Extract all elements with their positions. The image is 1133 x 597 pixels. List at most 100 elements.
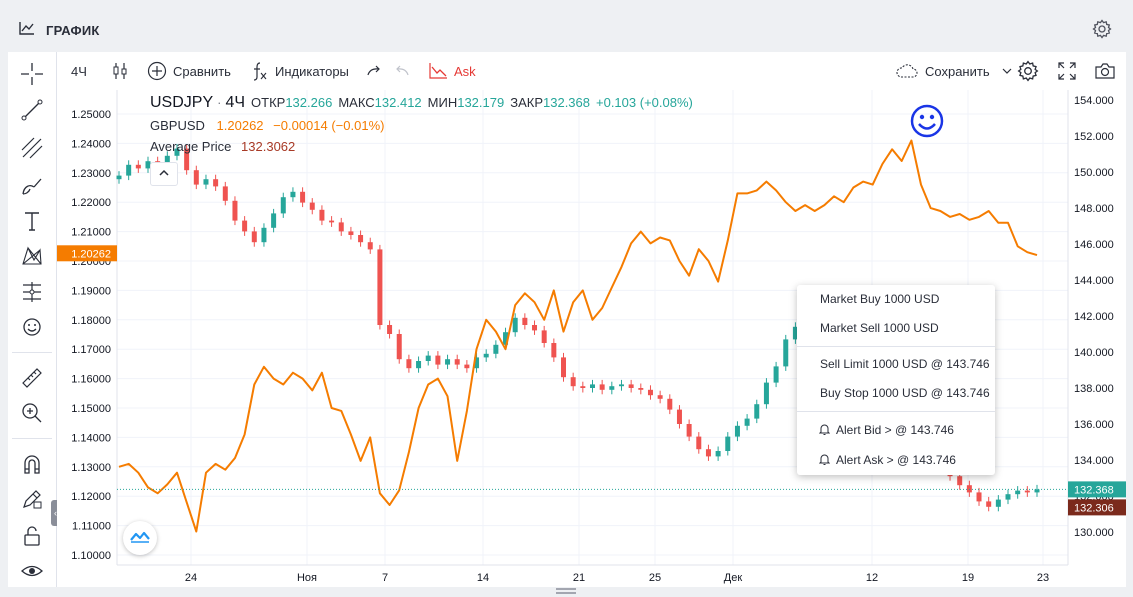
brush-icon[interactable] bbox=[18, 172, 46, 200]
high-value: 132.412 bbox=[374, 95, 422, 110]
candle-body bbox=[995, 499, 1001, 507]
candle-body bbox=[686, 424, 692, 437]
trend-line-icon[interactable] bbox=[18, 96, 46, 124]
time-axis-tick-label: 23 bbox=[1037, 572, 1049, 584]
candle-body bbox=[503, 332, 509, 345]
candle-body bbox=[435, 355, 441, 365]
market-buy-item[interactable]: Market Buy 1000 USD bbox=[820, 292, 940, 306]
compare-series-line[interactable] bbox=[118, 139, 1038, 533]
avg-price-badge bbox=[1068, 499, 1126, 516]
lock-drawings-pencil-icon[interactable] bbox=[18, 485, 46, 513]
compare-button[interactable]: Сравнить bbox=[147, 52, 231, 90]
compare-value: 1.20262 bbox=[216, 118, 264, 133]
candle-body bbox=[483, 353, 489, 358]
redo-icon bbox=[365, 62, 383, 80]
interval-button[interactable]: 4Ч bbox=[71, 52, 87, 90]
toolbar-divider bbox=[12, 438, 52, 439]
crosshair-icon[interactable] bbox=[18, 60, 46, 88]
screenshot-button[interactable] bbox=[1094, 52, 1116, 90]
open-value: 132.266 bbox=[285, 95, 333, 110]
candle-body bbox=[232, 200, 238, 221]
candle-body bbox=[763, 382, 769, 405]
candle-body bbox=[512, 317, 518, 333]
ask-price-button[interactable]: Ask bbox=[428, 52, 476, 90]
candle-body bbox=[599, 384, 605, 390]
unlock-icon[interactable] bbox=[18, 522, 46, 550]
candle-body bbox=[705, 449, 711, 457]
candle-body bbox=[580, 386, 586, 388]
candle-body bbox=[338, 222, 344, 232]
undo-icon bbox=[393, 62, 411, 80]
fib-retracement-icon[interactable] bbox=[18, 134, 46, 162]
low-key: МИН bbox=[427, 95, 458, 110]
save-layout-button[interactable]: Сохранить bbox=[895, 52, 1012, 90]
magnet-icon[interactable] bbox=[18, 450, 46, 478]
buy-stop-item[interactable]: Buy Stop 1000 USD @ 143.746 bbox=[820, 386, 990, 400]
main-series-legend[interactable]: USDJPY · 4Ч ОТКР 132.266 МАКС 132.412 МИН 1… bbox=[150, 94, 693, 111]
eye-visibility-icon[interactable] bbox=[18, 557, 46, 585]
candle-body bbox=[966, 485, 972, 493]
broker-logo[interactable] bbox=[123, 521, 157, 555]
candle-body bbox=[715, 451, 721, 457]
trade-context-menu: Market Buy 1000 USD Market Sell 1000 USD… bbox=[797, 285, 995, 475]
candle-body bbox=[280, 197, 286, 214]
compare-series-legend[interactable]: GBPUSD 1.20262 −0.00014 (−0.01%) bbox=[150, 118, 693, 133]
pattern-tool-icon[interactable] bbox=[18, 242, 46, 270]
chevron-up-icon bbox=[159, 168, 169, 180]
cloud-wave-logo-icon bbox=[129, 528, 151, 549]
candle-body bbox=[957, 476, 963, 486]
sell-limit-item[interactable]: Sell Limit 1000 USD @ 143.746 bbox=[820, 357, 990, 371]
candle-body bbox=[193, 170, 199, 185]
time-axis-tick-label: 12 bbox=[866, 572, 878, 584]
candle-body bbox=[1015, 490, 1021, 495]
candle-body bbox=[589, 384, 595, 388]
left-axis-tick-label: 1.21000 bbox=[71, 227, 111, 239]
forecast-tool-icon[interactable] bbox=[18, 278, 46, 306]
change-value: +0.103 (+0.08%) bbox=[596, 95, 693, 110]
alert-bid-item[interactable]: Alert Bid > @ 143.746 bbox=[836, 423, 954, 437]
gear-icon bbox=[1017, 60, 1039, 82]
compare-price-badge bbox=[57, 245, 117, 262]
close-value: 132.368 bbox=[543, 95, 590, 110]
avg-price-value: 132.3062 bbox=[241, 139, 296, 154]
indicator-legend[interactable]: Average Price 132.3062 bbox=[150, 139, 693, 154]
settings-gear-icon[interactable] bbox=[1092, 19, 1112, 44]
fullscreen-button[interactable] bbox=[1057, 52, 1077, 90]
candle-body bbox=[464, 364, 470, 369]
ruler-icon[interactable] bbox=[18, 364, 46, 392]
resize-handle-icon[interactable] bbox=[556, 588, 576, 594]
time-axis-tick-label: 19 bbox=[962, 572, 974, 584]
bell-icon bbox=[818, 453, 831, 469]
candle-body bbox=[551, 343, 557, 358]
alert-ask-item[interactable]: Alert Ask > @ 143.746 bbox=[836, 453, 956, 467]
last-price-badge bbox=[1068, 481, 1126, 498]
undo-button[interactable] bbox=[393, 52, 411, 90]
zoom-in-icon[interactable] bbox=[18, 399, 46, 427]
candle-body bbox=[126, 164, 132, 176]
candle-body bbox=[454, 359, 460, 365]
right-axis-tick-label: 140.000 bbox=[1074, 347, 1114, 359]
chart-settings-button[interactable] bbox=[1017, 52, 1039, 90]
right-axis-tick-label: 150.000 bbox=[1074, 167, 1114, 179]
low-value: 132.179 bbox=[457, 95, 505, 110]
chart-legend: USDJPY · 4Ч ОТКР 132.266 МАКС 132.412 МИН 1… bbox=[150, 94, 693, 154]
left-axis-tick-label: 1.19000 bbox=[71, 285, 111, 297]
last-price-label: 132.368 bbox=[1074, 484, 1114, 496]
indicators-button[interactable]: Индикаторы bbox=[249, 52, 349, 90]
candle-body bbox=[657, 395, 663, 399]
smiley-annotation-icon[interactable] bbox=[910, 104, 944, 138]
emoji-icon[interactable] bbox=[18, 313, 46, 341]
market-sell-item[interactable]: Market Sell 1000 USD bbox=[820, 321, 939, 335]
redo-button[interactable] bbox=[365, 52, 383, 90]
toolbar-collapse-handle[interactable]: ‹ bbox=[51, 500, 60, 526]
legend-collapse-button[interactable] bbox=[150, 162, 178, 186]
candle-body bbox=[493, 344, 499, 354]
chart-type-button[interactable] bbox=[111, 52, 129, 90]
ask-label: Ask bbox=[454, 63, 476, 79]
candle-body bbox=[1034, 489, 1040, 493]
candle-body bbox=[222, 186, 228, 201]
candle-body bbox=[1005, 494, 1011, 500]
drawing-toolbar bbox=[8, 52, 57, 587]
text-tool-icon[interactable] bbox=[18, 207, 46, 235]
right-axis-tick-label: 148.000 bbox=[1074, 203, 1114, 215]
